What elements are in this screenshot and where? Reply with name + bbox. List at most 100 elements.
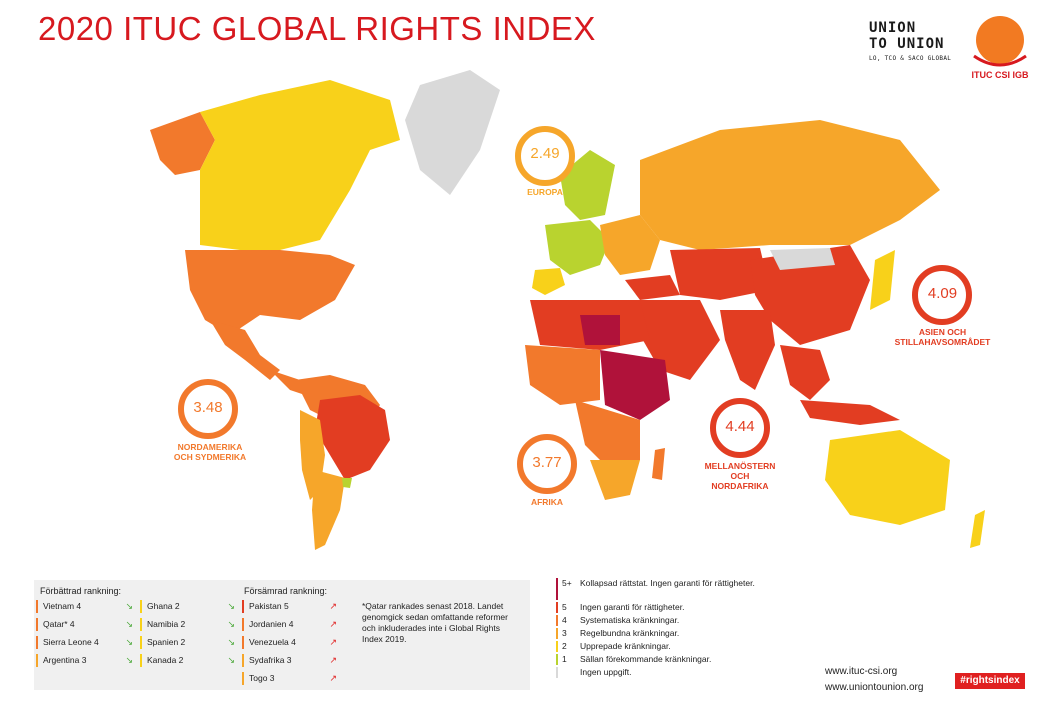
map-central-america: [270, 370, 305, 395]
scale-number: 2: [562, 641, 567, 651]
region-ring-icon: [515, 126, 575, 186]
map-west-africa: [525, 345, 600, 405]
region-label-line-3: NORDAFRIKA: [711, 481, 769, 491]
arrow-down-icon: ↘: [125, 619, 133, 629]
map-canada: [200, 80, 400, 250]
arrow-up-icon: ↗: [329, 601, 337, 611]
union-to-union-logo[interactable]: UNION TO UNION LO, TCO & SACO GLOBAL: [869, 20, 959, 62]
map-libya: [580, 315, 620, 345]
region-label-line-1: ASIEN OCH: [918, 327, 967, 337]
scale-row: 5 Ingen garanti för rättigheter.: [556, 602, 776, 613]
map-central-asia: [670, 248, 770, 300]
scale-row: 1 Sällan förekommande kränkningar.: [556, 654, 776, 665]
arrow-down-icon: ↘: [125, 601, 133, 611]
country-name: Argentina 3: [43, 655, 87, 665]
country-name: Vietnam 4: [43, 601, 82, 611]
country-name: Namibia 2: [147, 619, 186, 629]
hashtag-badge: #rightsindex: [955, 673, 1025, 689]
scale-number: 4: [562, 615, 567, 625]
improved-item: Sierra Leone 4 ↘: [36, 636, 133, 649]
scale-text: Sällan förekommande kränkningar.: [580, 654, 712, 664]
ituc-url-link[interactable]: www.ituc-csi.org: [825, 666, 898, 677]
map-alaska: [150, 112, 215, 175]
footer-links: www.ituc-csi.org www.uniontounion.org: [825, 664, 923, 696]
country-name: Spanien 2: [147, 637, 186, 647]
map-argentina: [312, 470, 345, 550]
world-map: [150, 70, 985, 550]
arrow-up-icon: ↗: [329, 637, 337, 647]
improved-item: Vietnam 4 ↘: [36, 600, 133, 613]
country-name: Sierra Leone 4: [43, 637, 99, 647]
logo-line-2: TO UNION: [869, 36, 945, 52]
map-iberia: [532, 268, 565, 295]
region-mena: 4.44 MELLANÖSTERN OCH NORDAFRIKA: [695, 395, 785, 500]
region-europa: 2.49 EUROPA: [505, 123, 585, 203]
ituc-logo-text: ITUC CSI IGB: [971, 70, 1029, 80]
map-japan: [870, 250, 895, 310]
scale-text: Kollapsad rättstat. Ingen garanti för rä…: [580, 578, 755, 588]
improved-item: Namibia 2 ↘: [140, 618, 235, 631]
scale-row: 3 Regelbundna kränkningar.: [556, 628, 776, 639]
map-southern-africa: [590, 460, 640, 500]
map-east-africa: [600, 350, 670, 420]
scale-color-bar: [556, 641, 558, 652]
region-label-line-2: OCH: [730, 471, 750, 481]
scale-color-bar: [556, 602, 558, 613]
improved-item: Kanada 2 ↘: [140, 654, 235, 667]
map-central-africa: [575, 400, 640, 470]
country-name: Jordanien 4: [249, 619, 294, 629]
region-label-line-1: NORDAMERIKA: [177, 442, 243, 452]
scale-text: Systematiska kränkningar.: [580, 615, 680, 625]
country-name: Ghana 2: [147, 601, 180, 611]
map-southeast-asia: [780, 345, 830, 400]
map-eastern-europe: [600, 215, 660, 275]
improved-item: Ghana 2 ↘: [140, 600, 235, 613]
page-title: 2020 ITUC GLOBAL RIGHTS INDEX: [38, 10, 596, 47]
map-scandinavia: [560, 150, 615, 220]
map-india: [720, 310, 775, 390]
arrow-down-icon: ↘: [125, 637, 133, 647]
scale-text: Upprepade kränkningar.: [580, 641, 671, 651]
scale-text: Ingen garanti för rättigheter.: [580, 602, 685, 612]
worsened-item: Jordanien 4 ↗: [242, 618, 337, 631]
map-brazil: [315, 395, 390, 480]
scale-row: 2 Upprepade kränkningar.: [556, 641, 776, 652]
worsened-item: Pakistan 5 ↗: [242, 600, 337, 613]
country-name: Kanada 2: [147, 655, 184, 665]
logo-line-3: LO, TCO & SACO GLOBAL: [869, 55, 952, 62]
scale-text: Ingen uppgift.: [580, 667, 632, 677]
country-name: Togo 3: [249, 673, 275, 683]
country-name: Qatar* 4: [43, 619, 75, 629]
region-label-line-2: STILLAHAVSOMRÅDET: [894, 337, 991, 347]
map-indonesia: [800, 400, 900, 425]
improved-item: Qatar* 4 ↘: [36, 618, 133, 631]
region-ring-icon: [517, 434, 577, 494]
arrow-up-icon: ↗: [329, 619, 337, 629]
worsened-item: Sydafrika 3 ↗: [242, 654, 337, 667]
country-name: Venezuela 4: [249, 637, 296, 647]
region-afrika: 3.77 AFRIKA: [507, 431, 587, 511]
improved-heading: Förbättrad rankning:: [40, 586, 122, 596]
qatar-footnote: *Qatar rankades senast 2018. Landet geno…: [362, 601, 508, 644]
country-name: Pakistan 5: [249, 601, 289, 611]
ituc-logo[interactable]: ITUC CSI IGB: [960, 12, 1040, 82]
arrow-down-icon: ↘: [227, 637, 235, 647]
region-label-line-1: MELLANÖSTERN: [704, 461, 776, 471]
scale-number: 1: [562, 654, 567, 664]
region-value: 3.48: [193, 399, 223, 416]
region-ring-icon: [912, 265, 972, 325]
worsened-item: Togo 3 ↗: [242, 672, 337, 685]
improved-item: Spanien 2 ↘: [140, 636, 235, 649]
map-western-europe: [545, 220, 610, 275]
worsened-heading: Försämrad rankning:: [244, 586, 328, 596]
region-label: AFRIKA: [530, 497, 564, 507]
scale-row: Ingen uppgift.: [556, 667, 776, 678]
scale-row: 5+ Kollapsad rättstat. Ingen garanti för …: [556, 578, 776, 600]
map-mexico: [210, 320, 280, 380]
scale-number: 3: [562, 628, 567, 638]
map-uruguay: [342, 478, 352, 488]
map-russia: [640, 120, 940, 250]
scale-color-bar: [556, 628, 558, 639]
union-to-union-url-link[interactable]: www.uniontounion.org: [825, 682, 924, 693]
map-australia: [825, 430, 950, 525]
